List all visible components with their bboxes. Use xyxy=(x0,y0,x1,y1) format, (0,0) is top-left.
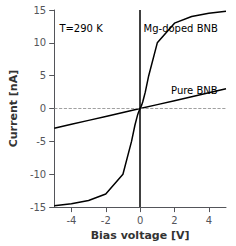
svg-text:0: 0 xyxy=(137,215,143,226)
svg-text:Pure BNB: Pure BNB xyxy=(171,85,218,96)
svg-text:-4: -4 xyxy=(66,215,76,226)
svg-text:Mg-doped BNB: Mg-doped BNB xyxy=(144,23,218,34)
svg-text:Current [nA]: Current [nA] xyxy=(7,70,20,148)
svg-text:5: 5 xyxy=(40,70,46,81)
svg-text:15: 15 xyxy=(33,5,46,16)
svg-text:T=290 K: T=290 K xyxy=(58,23,103,34)
svg-text:0: 0 xyxy=(40,103,46,114)
svg-text:-10: -10 xyxy=(30,169,46,180)
svg-text:2: 2 xyxy=(171,215,177,226)
svg-text:4: 4 xyxy=(206,215,212,226)
svg-text:-5: -5 xyxy=(36,136,46,147)
svg-text:10: 10 xyxy=(33,37,46,48)
svg-text:-2: -2 xyxy=(101,215,111,226)
svg-text:-15: -15 xyxy=(30,202,46,213)
svg-text:Bias voltage [V]: Bias voltage [V] xyxy=(91,229,190,242)
